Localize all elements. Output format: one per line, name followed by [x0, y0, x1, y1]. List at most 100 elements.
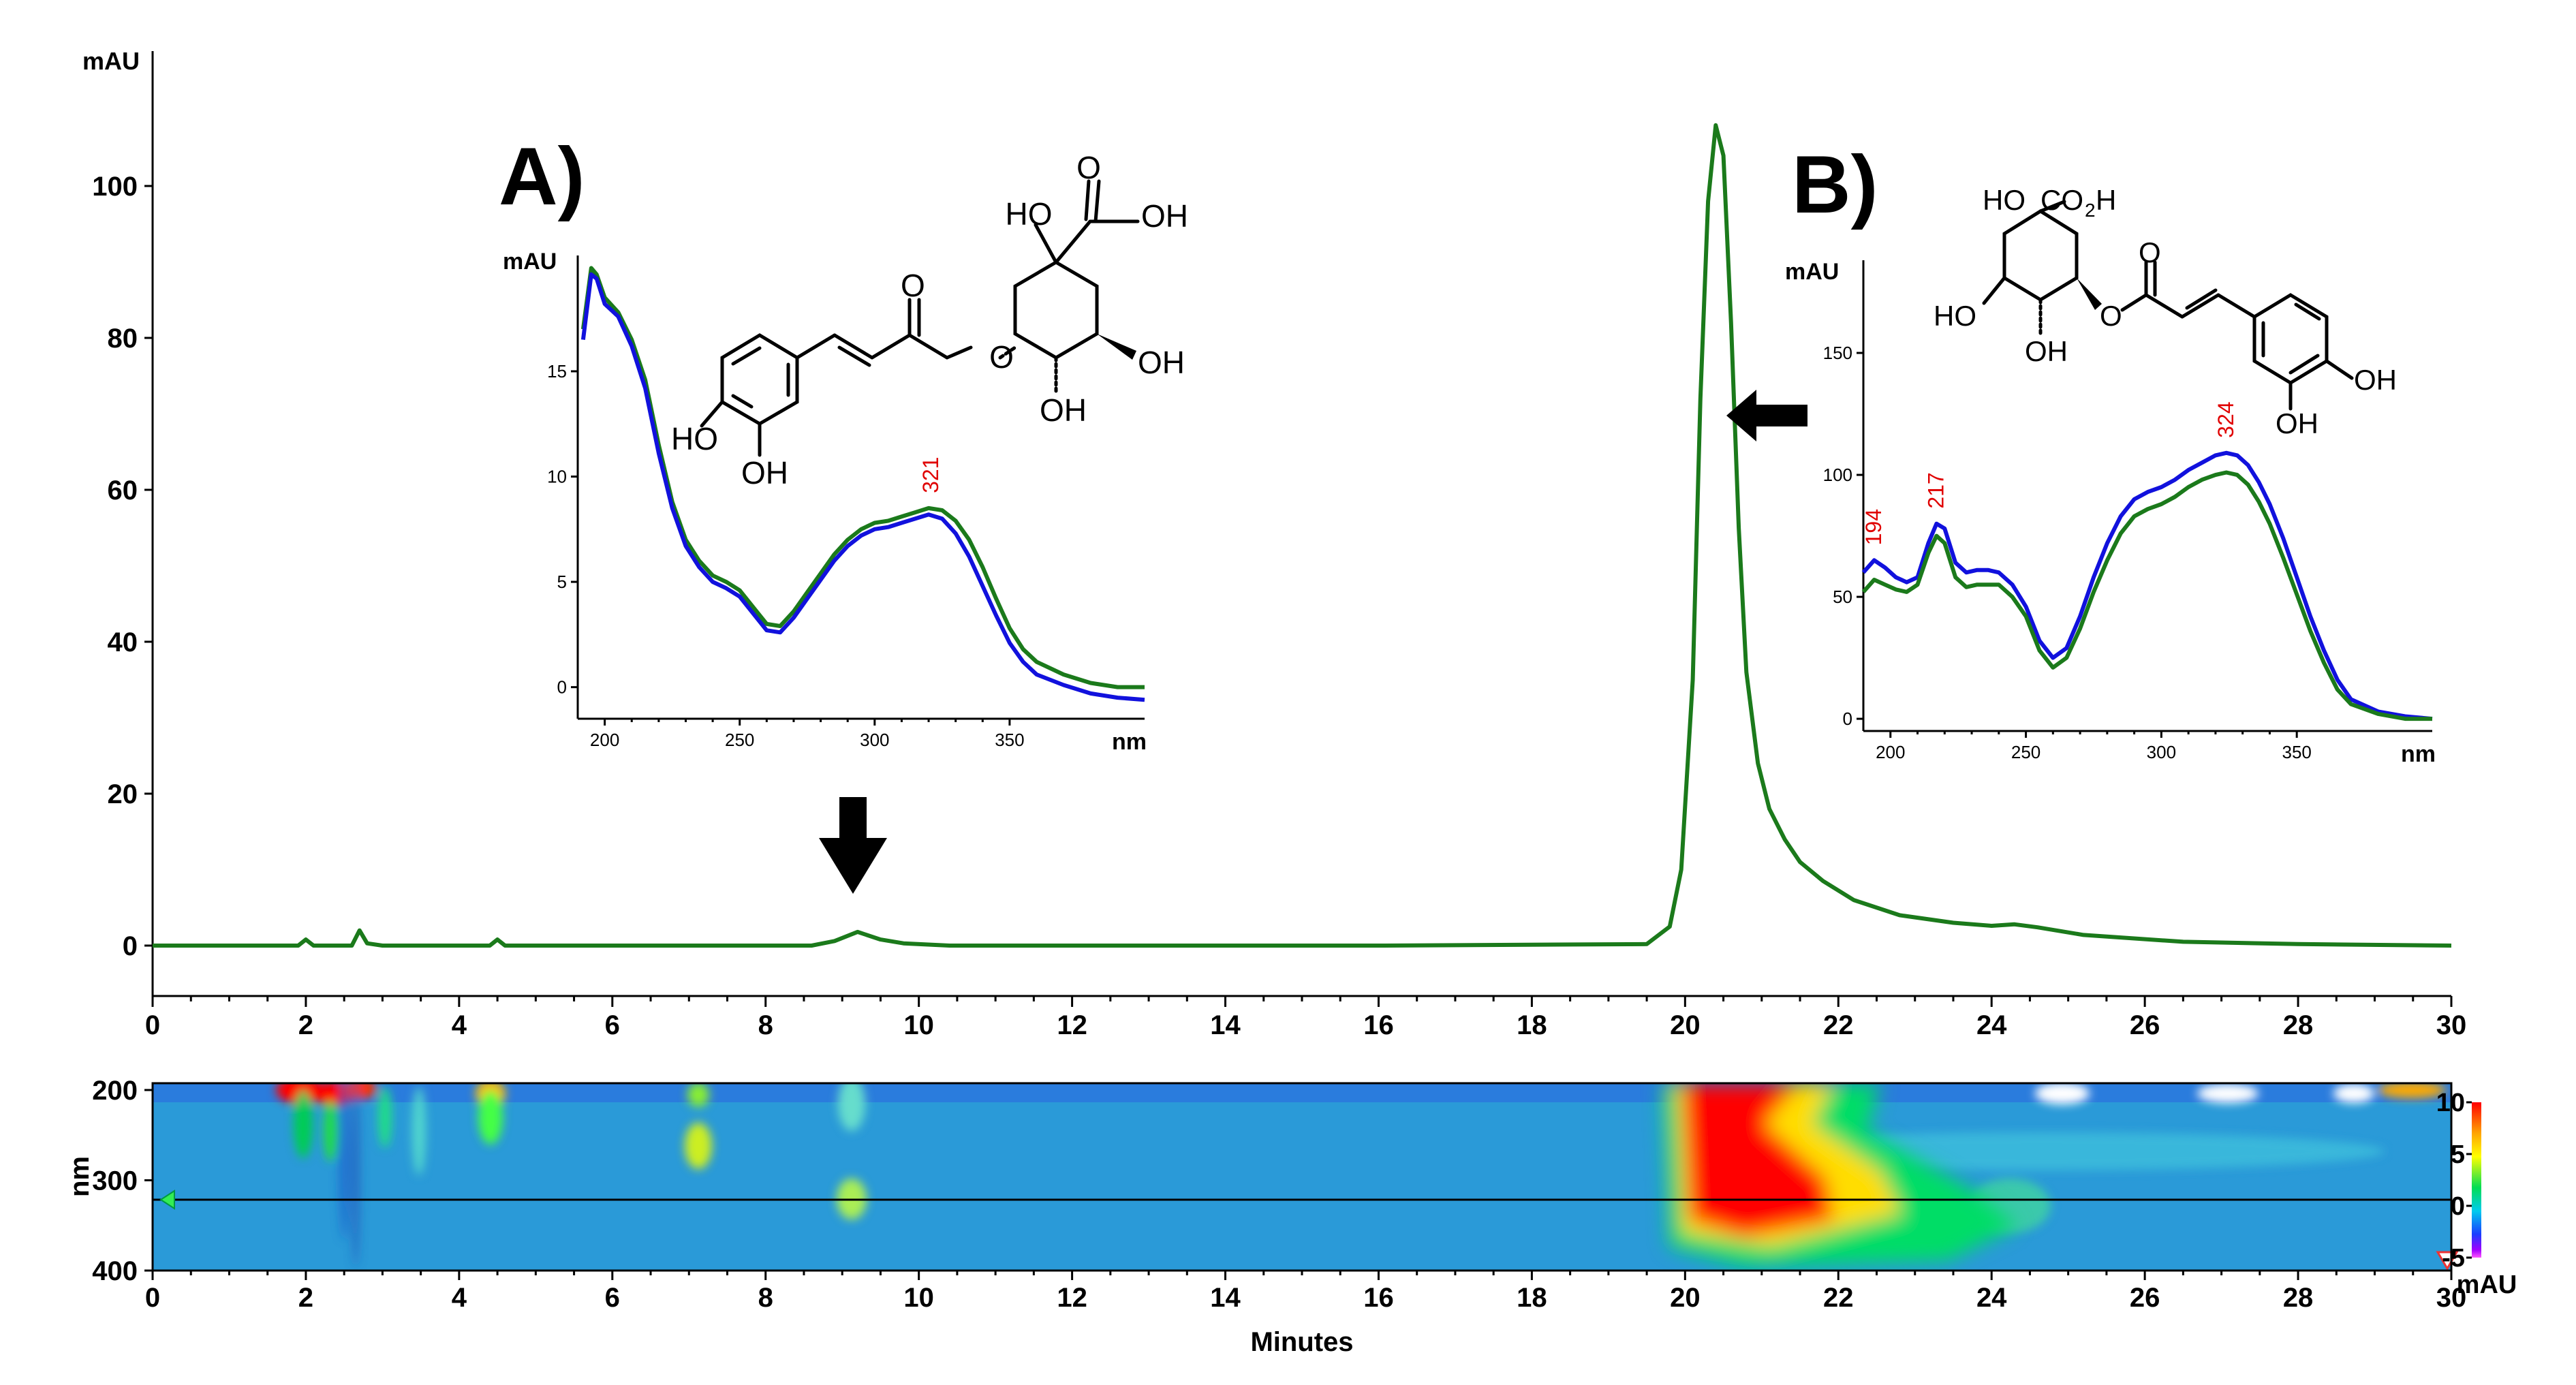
- colorbar-tick-label: 10: [2436, 1089, 2465, 1117]
- inset-x-tick-label: 350: [2282, 742, 2311, 762]
- contour-y-label: nm: [65, 1156, 95, 1197]
- peak-label: 194: [1861, 509, 1886, 545]
- x-tick-label: 30: [2436, 1283, 2467, 1313]
- peak-label: 324: [2214, 401, 2238, 437]
- colorbar: [2472, 1102, 2481, 1258]
- y-tick-label: 100: [92, 172, 138, 202]
- x-tick-label: 14: [1210, 1010, 1241, 1040]
- inset-series-green: [580, 266, 1145, 689]
- x-tick-label: 22: [1823, 1010, 1854, 1040]
- contour-y-ticks: 200 300 400: [92, 1076, 153, 1286]
- svg-text:HO: HO: [671, 421, 718, 456]
- inset-x-tick-label: 250: [2011, 742, 2040, 762]
- svg-text:OH: OH: [1141, 198, 1188, 234]
- x-tick-label: 6: [605, 1010, 620, 1040]
- x-tick-label: 10: [903, 1010, 934, 1040]
- x-tick-label: 10: [903, 1283, 934, 1313]
- x-tick-label: 4: [452, 1010, 467, 1040]
- svg-text:OH: OH: [2354, 364, 2397, 396]
- inset-y-tick-label: 150: [1823, 343, 1852, 363]
- colorbar-ticks: 10 5 0 -5: [2436, 1089, 2472, 1273]
- x-tick-label: 28: [2283, 1010, 2314, 1040]
- inset-a-ticks: 200 250 300 350 0 5 10 15: [547, 361, 1025, 750]
- x-tick-label: 14: [1210, 1283, 1241, 1313]
- cursor-marker-left[interactable]: [159, 1189, 175, 1210]
- x-tick-label: 24: [1976, 1010, 2007, 1040]
- x-tick-label: 22: [1823, 1283, 1854, 1313]
- panel-label-a: A): [499, 131, 585, 222]
- svg-text:O: O: [1076, 150, 1101, 185]
- x-tick-label: 26: [2130, 1283, 2160, 1313]
- contour-x-label: Minutes: [1250, 1327, 1353, 1357]
- arrow-down-9-min: [819, 797, 887, 894]
- x-tick-label: 18: [1517, 1010, 1547, 1040]
- inset-series-blue: [580, 272, 1145, 702]
- chromatogram-y-unit: mAU: [82, 47, 140, 75]
- x-tick-label: 8: [758, 1283, 773, 1313]
- x-tick-label: 2: [298, 1010, 313, 1040]
- chromatogram-x-ticks: 0 2 4 6 8 10 12 14 16 18 20 22 24 26 28 30: [145, 996, 2466, 1040]
- svg-text:2: 2: [2085, 200, 2096, 221]
- y-tick-label: 60: [108, 476, 138, 505]
- panel-label-b: B): [1792, 139, 1878, 230]
- colorbar-tick-label: -5: [2442, 1244, 2465, 1273]
- y-tick-label: 400: [92, 1256, 138, 1286]
- inset-x-tick-label: 200: [590, 730, 619, 750]
- svg-text:OH: OH: [1138, 345, 1185, 380]
- inset-y-tick-label: 50: [1833, 587, 1852, 607]
- contour-main-peak: [1662, 1083, 2017, 1267]
- x-tick-label: 0: [145, 1010, 160, 1040]
- x-tick-label: 26: [2130, 1010, 2160, 1040]
- inset-b-series: [1861, 450, 2433, 721]
- svg-text:H: H: [2096, 184, 2116, 216]
- arrow-left-peak: [1726, 390, 1807, 441]
- x-tick-label: 8: [758, 1010, 773, 1040]
- x-tick-label: 16: [1363, 1283, 1394, 1313]
- contour-x-ticks: 0 2 4 6 8 10 12 14 16 18 20 22 24 26 28 30: [145, 1271, 2466, 1313]
- inset-b: B) mAU nm 200 250 300 350 0 50 100 150 194 217 32…: [1785, 139, 2436, 767]
- svg-text:CO: CO: [2040, 184, 2083, 216]
- inset-a-y-unit: mAU: [503, 249, 557, 275]
- inset-b-ticks: 200 250 300 350 0 50 100 150: [1823, 343, 2312, 762]
- chemical-structure-b: HO CO 2 H O O HO OH OH OH: [1934, 184, 2397, 439]
- svg-text:O: O: [989, 339, 1014, 375]
- x-tick-label: 0: [145, 1283, 160, 1313]
- colorbar-tick-label: 0: [2451, 1192, 2465, 1221]
- inset-x-tick-label: 300: [2147, 742, 2176, 762]
- peak-label: 321: [918, 457, 943, 493]
- svg-text:HO: HO: [1934, 300, 1976, 332]
- y-tick-label: 300: [92, 1166, 138, 1196]
- y-tick-label: 200: [92, 1076, 138, 1106]
- structure-b-labels: HO CO 2 H O O HO OH OH OH: [1934, 184, 2397, 439]
- svg-text:OH: OH: [1040, 392, 1087, 428]
- inset-series-green: [1861, 470, 2432, 721]
- y-tick-label: 20: [108, 779, 138, 809]
- inset-x-tick-label: 350: [995, 730, 1024, 750]
- svg-text:O: O: [2100, 300, 2122, 332]
- inset-y-tick-label: 100: [1823, 465, 1852, 485]
- x-tick-label: 4: [452, 1283, 467, 1313]
- inset-x-tick-label: 300: [860, 730, 889, 750]
- y-tick-label: 40: [108, 627, 138, 657]
- inset-a: A) mAU nm 200 250 300 350 0 5 10 15 321: [499, 131, 1147, 755]
- x-tick-label: 18: [1517, 1283, 1547, 1313]
- svg-text:HO: HO: [1983, 184, 2026, 216]
- svg-text:O: O: [901, 268, 925, 303]
- chromatogram-series-line: [153, 123, 2452, 948]
- inset-b-x-unit: nm: [2401, 741, 2436, 767]
- inset-b-peak-labels: 194 217 324: [1861, 401, 2238, 545]
- y-tick-label: 80: [108, 324, 138, 354]
- inset-b-y-unit: mAU: [1785, 259, 1839, 285]
- inset-y-tick-label: 5: [557, 572, 567, 592]
- x-tick-label: 30: [2436, 1010, 2467, 1040]
- svg-text:OH: OH: [2025, 335, 2068, 367]
- structure-a-bonds: [700, 179, 1140, 457]
- svg-text:OH: OH: [2276, 407, 2318, 439]
- x-tick-label: 6: [605, 1283, 620, 1313]
- structure-b-bonds: [1982, 200, 2354, 411]
- x-tick-label: 12: [1057, 1283, 1087, 1313]
- peak-label: 217: [1923, 472, 1948, 508]
